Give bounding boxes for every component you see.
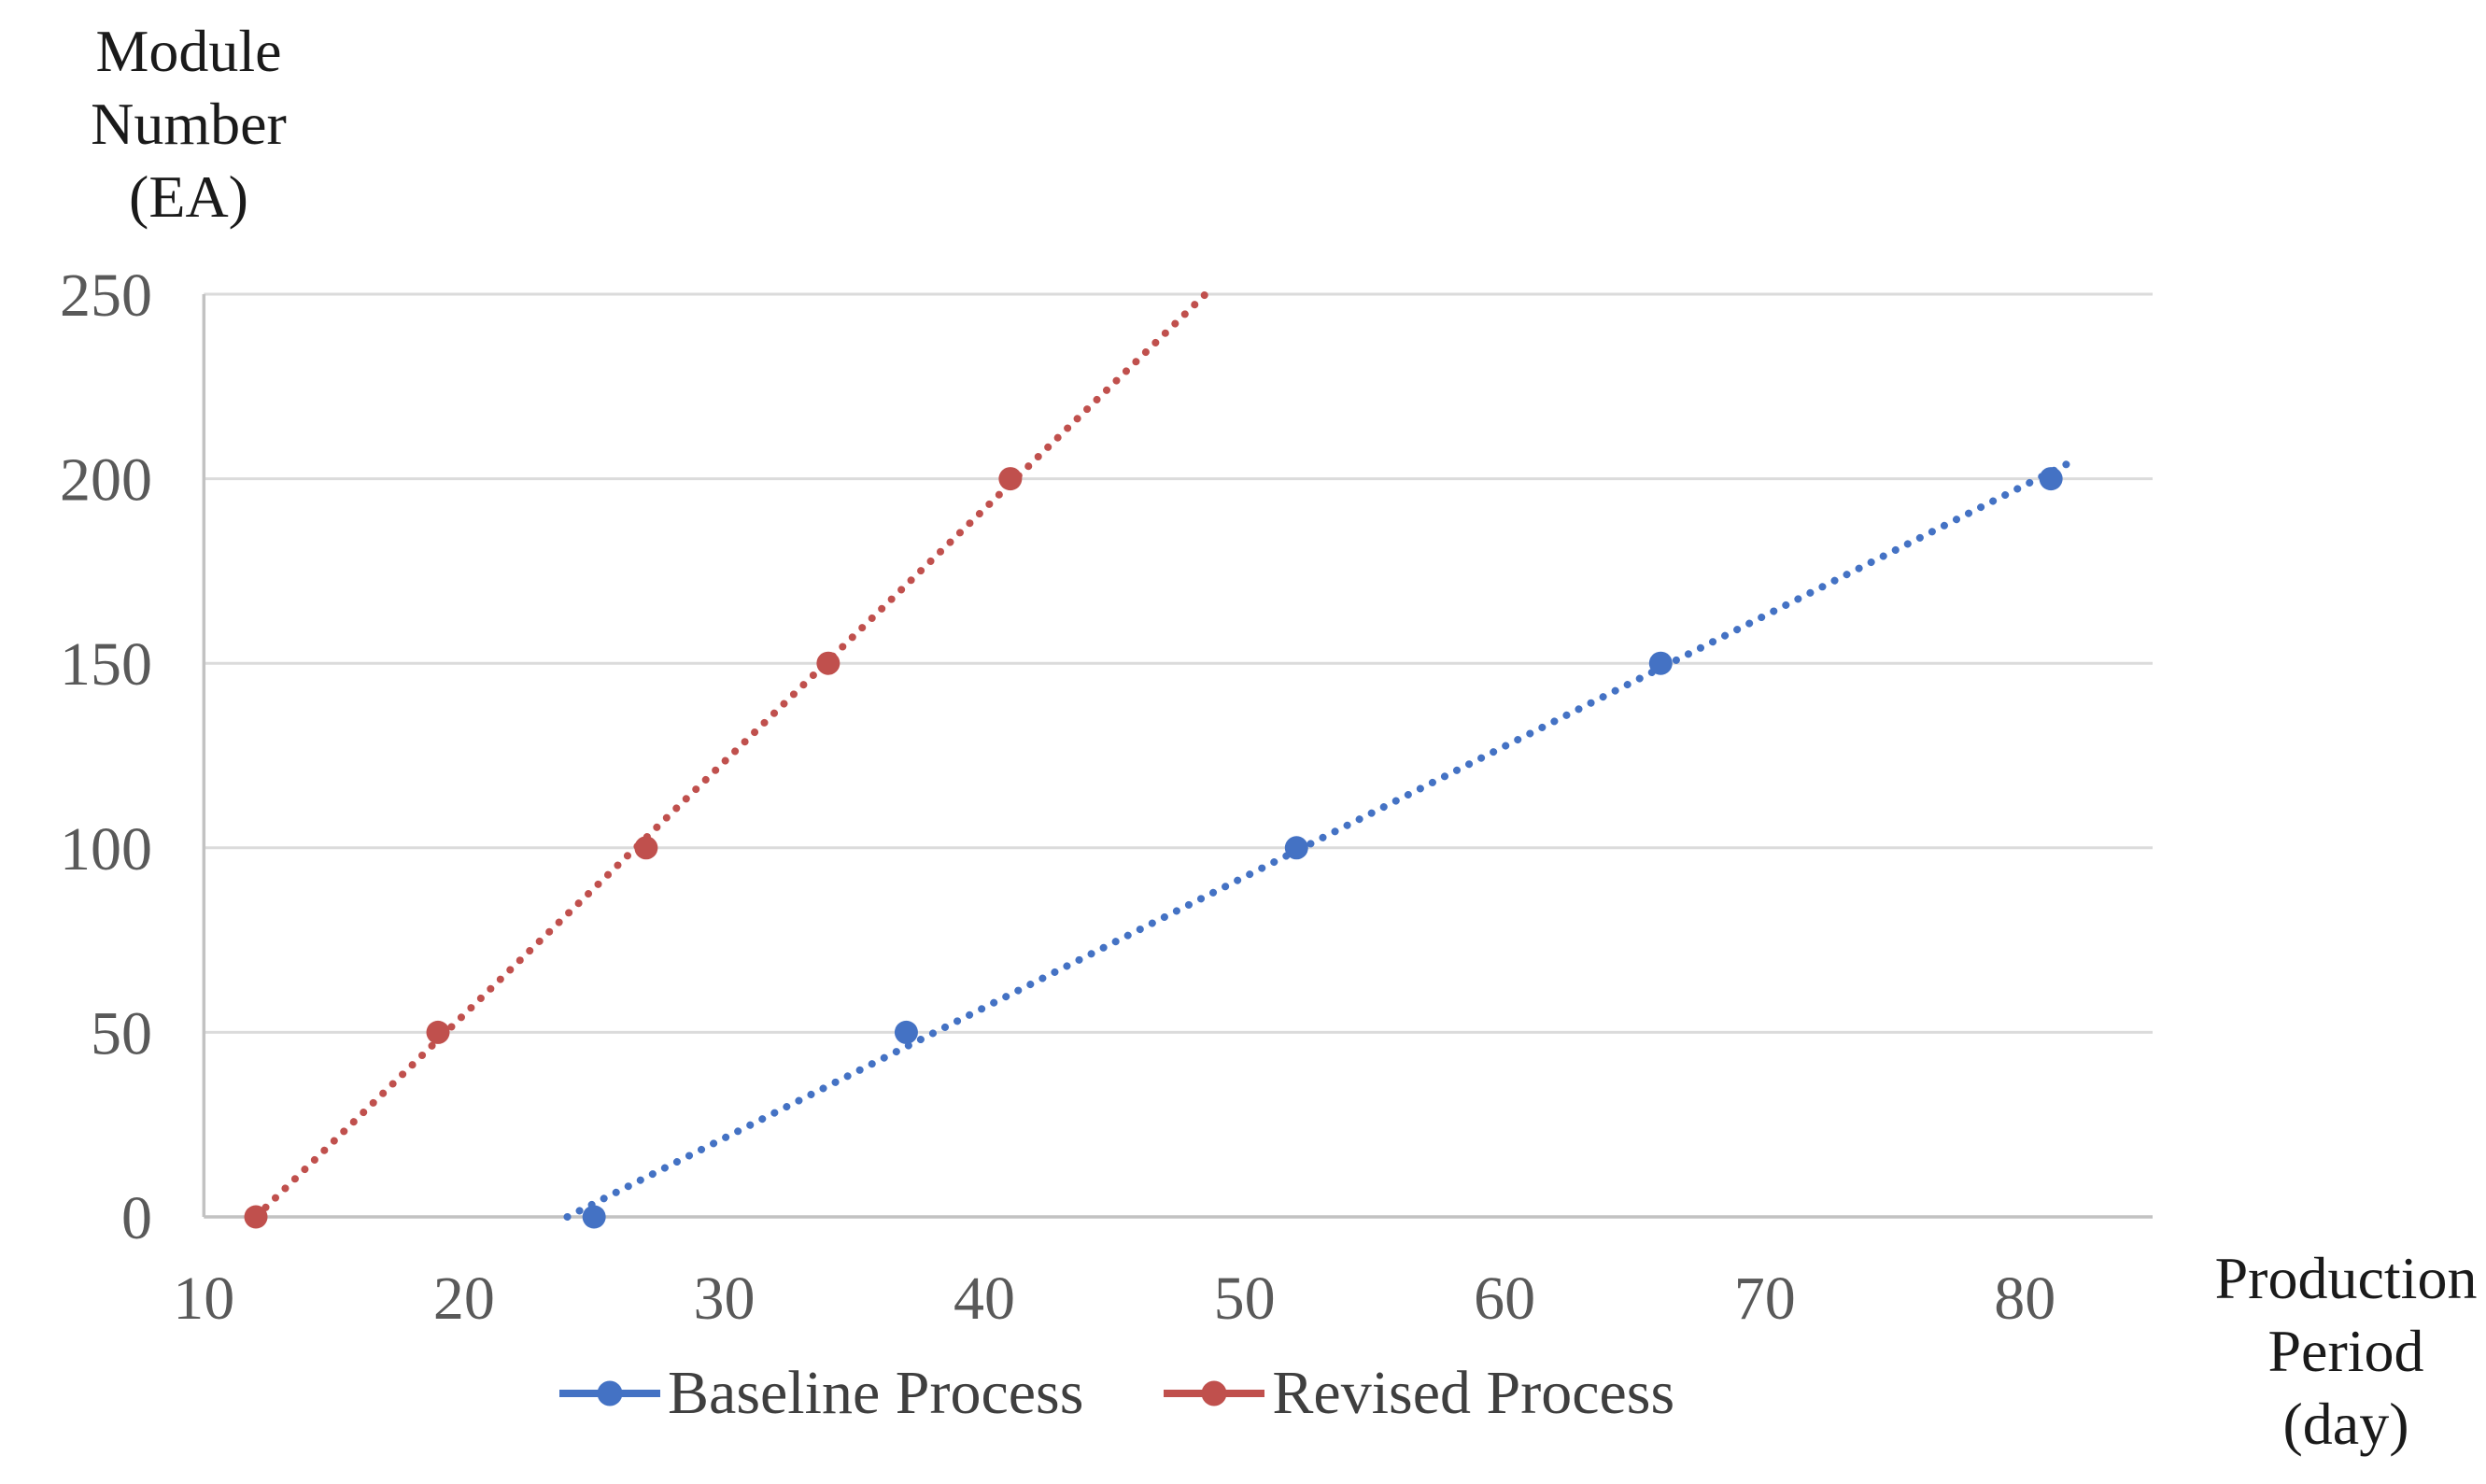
y-axis-title: Module Number (EA) bbox=[91, 18, 287, 230]
data-point-revised-process-41-200 bbox=[998, 467, 1023, 491]
legend-label-baseline-process: Baseline Process bbox=[668, 1359, 1084, 1427]
legend: Baseline Process Revised Process bbox=[558, 1349, 1674, 1438]
legend-item-baseline-process: Baseline Process bbox=[558, 1363, 1083, 1424]
data-point-baseline-process-66-150 bbox=[1648, 651, 1673, 675]
legend-marker-revised-process bbox=[1164, 1380, 1265, 1406]
data-point-baseline-process-81-200 bbox=[2039, 467, 2063, 491]
legend-point-sample bbox=[597, 1380, 623, 1406]
data-point-baseline-process-37-50 bbox=[894, 1020, 918, 1044]
y-tick-label-50: 50 bbox=[91, 999, 152, 1067]
x-axis-title: Production Period (day) bbox=[2214, 1245, 2478, 1457]
data-point-revised-process-27-100 bbox=[634, 836, 658, 860]
legend-label-revised-process: Revised Process bbox=[1272, 1359, 1675, 1427]
legend-point-sample bbox=[1201, 1380, 1227, 1406]
y-tick-label-0: 0 bbox=[121, 1184, 152, 1252]
x-tick-label-10: 10 bbox=[173, 1265, 234, 1333]
legend-marker-baseline-process bbox=[559, 1380, 660, 1406]
y-tick-label-150: 150 bbox=[60, 630, 152, 699]
data-point-revised-process-34-150 bbox=[816, 651, 840, 675]
x-tick-label-50: 50 bbox=[1214, 1265, 1276, 1333]
y-tick-label-100: 100 bbox=[60, 815, 152, 883]
x-tick-label-40: 40 bbox=[953, 1265, 1015, 1333]
x-tick-label-30: 30 bbox=[693, 1265, 755, 1333]
x-tick-label-80: 80 bbox=[1994, 1265, 2055, 1333]
data-point-revised-process-12-0 bbox=[244, 1205, 268, 1229]
x-tick-label-20: 20 bbox=[433, 1265, 495, 1333]
trendline-revised-process bbox=[252, 290, 1209, 1221]
trendline-baseline-process bbox=[563, 456, 2079, 1221]
data-point-baseline-process-25-0 bbox=[582, 1205, 606, 1229]
y-tick-label-250: 250 bbox=[60, 261, 152, 330]
data-point-baseline-process-52-100 bbox=[1284, 836, 1308, 860]
legend-item-revised-process: Revised Process bbox=[1162, 1363, 1674, 1424]
x-tick-label-60: 60 bbox=[1474, 1265, 1535, 1333]
data-point-revised-process-19-50 bbox=[426, 1020, 450, 1044]
y-tick-label-200: 200 bbox=[60, 446, 152, 515]
x-tick-label-70: 70 bbox=[1734, 1265, 1796, 1333]
